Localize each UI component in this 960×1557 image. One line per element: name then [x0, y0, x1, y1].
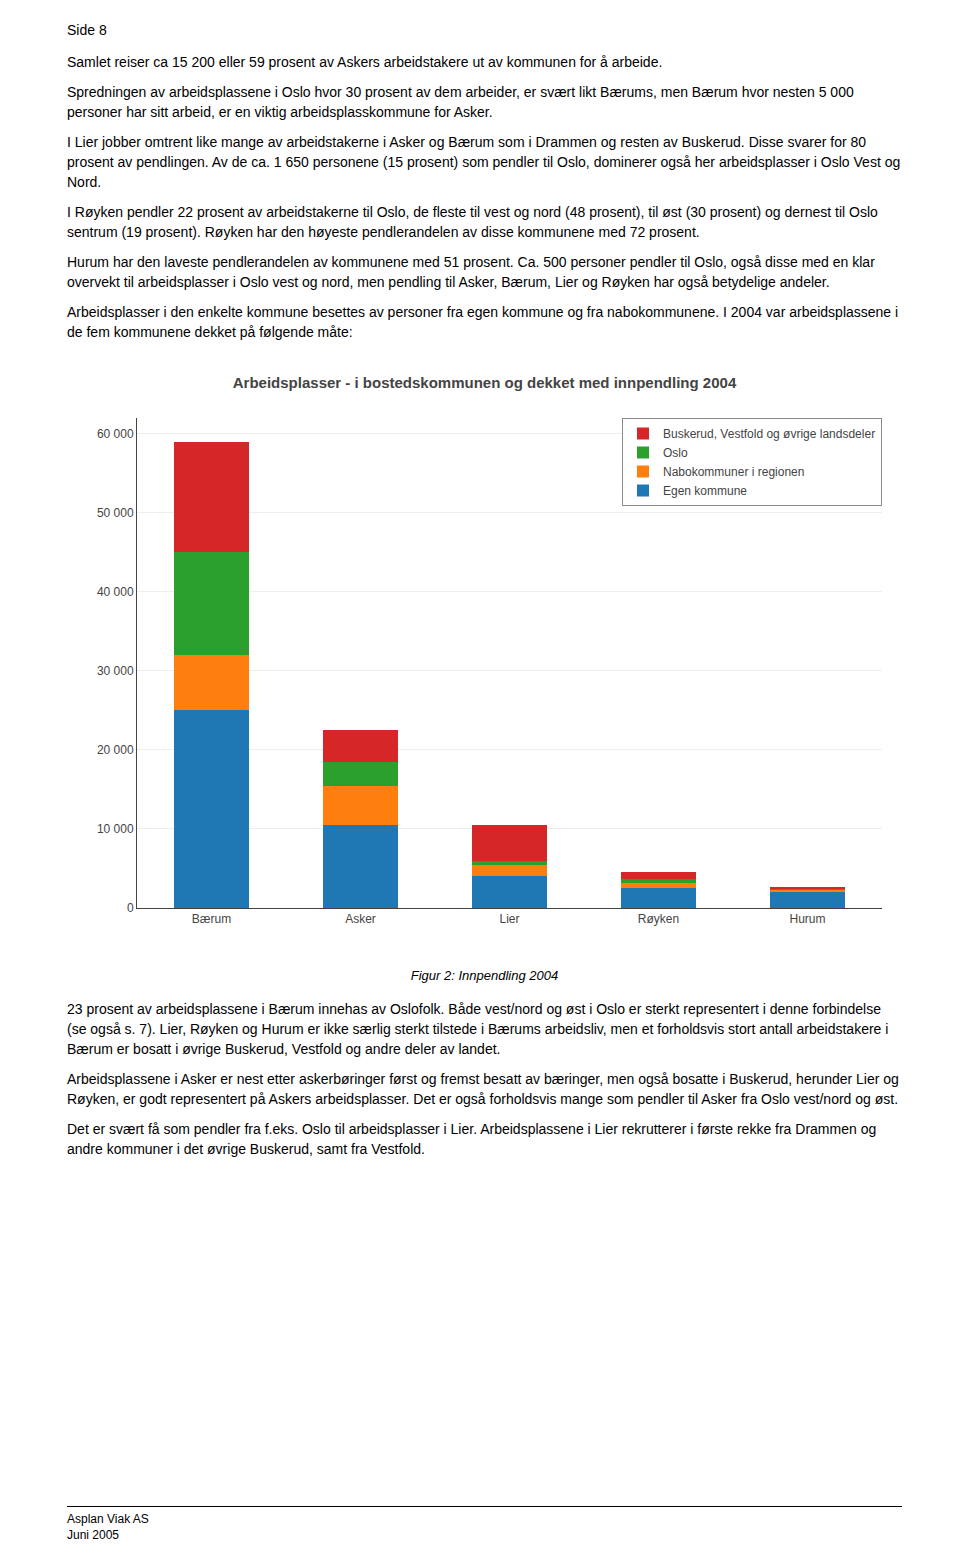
svg-text:Asker: Asker — [345, 912, 376, 926]
html-text:23 prosent av arbeidsplassene: 23 prosent av arbeidsplassene i Bærum in… — [67, 1001, 889, 1057]
html-text:Det er svært få som pendler fr: Det er svært få som pendler fra f.eks. O… — [67, 1121, 877, 1157]
svg-text:30 000: 30 000 — [97, 664, 134, 678]
svg-text:0: 0 — [127, 901, 134, 915]
html-text:Samlet reiser ca 15 200 eller: Samlet reiser ca 15 200 eller 59 prosent… — [67, 54, 663, 70]
html-text:Asplan Viak AS: Asplan Viak AS — [67, 1512, 149, 1526]
svg-text:10 000: 10 000 — [97, 822, 134, 836]
html-text:Side 8: Side 8 — [67, 22, 107, 38]
svg-text:Buskerud, Vestfold og øvrige l: Buskerud, Vestfold og øvrige landsdeler — [663, 427, 875, 441]
svg-text:20 000: 20 000 — [97, 743, 134, 757]
html-text:Arbeidsplassene i Asker er nes: Arbeidsplassene i Asker er nest etter as… — [67, 1071, 899, 1107]
svg-text:Arbeidsplasser - i bostedskomm: Arbeidsplasser - i bostedskommunen og de… — [233, 374, 737, 391]
html-text:Spredningen av arbeidsplassene: Spredningen av arbeidsplassene i Oslo hv… — [67, 84, 854, 120]
svg-text:Nabokommuner i regionen: Nabokommuner i regionen — [663, 465, 804, 479]
html-text:Figur 2: Innpendling 2004: Figur 2: Innpendling 2004 — [410, 968, 559, 983]
svg-text:Bærum: Bærum — [192, 912, 231, 926]
svg-text:Hurum: Hurum — [789, 912, 825, 926]
svg-text:40 000: 40 000 — [97, 585, 134, 599]
svg-text:Røyken: Røyken — [638, 912, 679, 926]
html-text:Juni 2005: Juni 2005 — [67, 1528, 119, 1542]
svg-text:60 000: 60 000 — [97, 427, 134, 441]
svg-text:Egen kommune: Egen kommune — [663, 484, 747, 498]
html-text:Hurum har den laveste pendlera: Hurum har den laveste pendlerandelen av … — [67, 254, 875, 290]
svg-text:Lier: Lier — [499, 912, 519, 926]
svg-text:Oslo: Oslo — [663, 446, 688, 460]
svg-text:50 000: 50 000 — [97, 506, 134, 520]
html-text:I Røyken pendler 22 prosent av: I Røyken pendler 22 prosent av arbeidsta… — [67, 204, 878, 240]
html-text:I Lier jobber omtrent like man: I Lier jobber omtrent like mange av arbe… — [67, 134, 901, 190]
html-text:Arbeidsplasser i den enkelte k: Arbeidsplasser i den enkelte kommune bes… — [67, 304, 899, 340]
